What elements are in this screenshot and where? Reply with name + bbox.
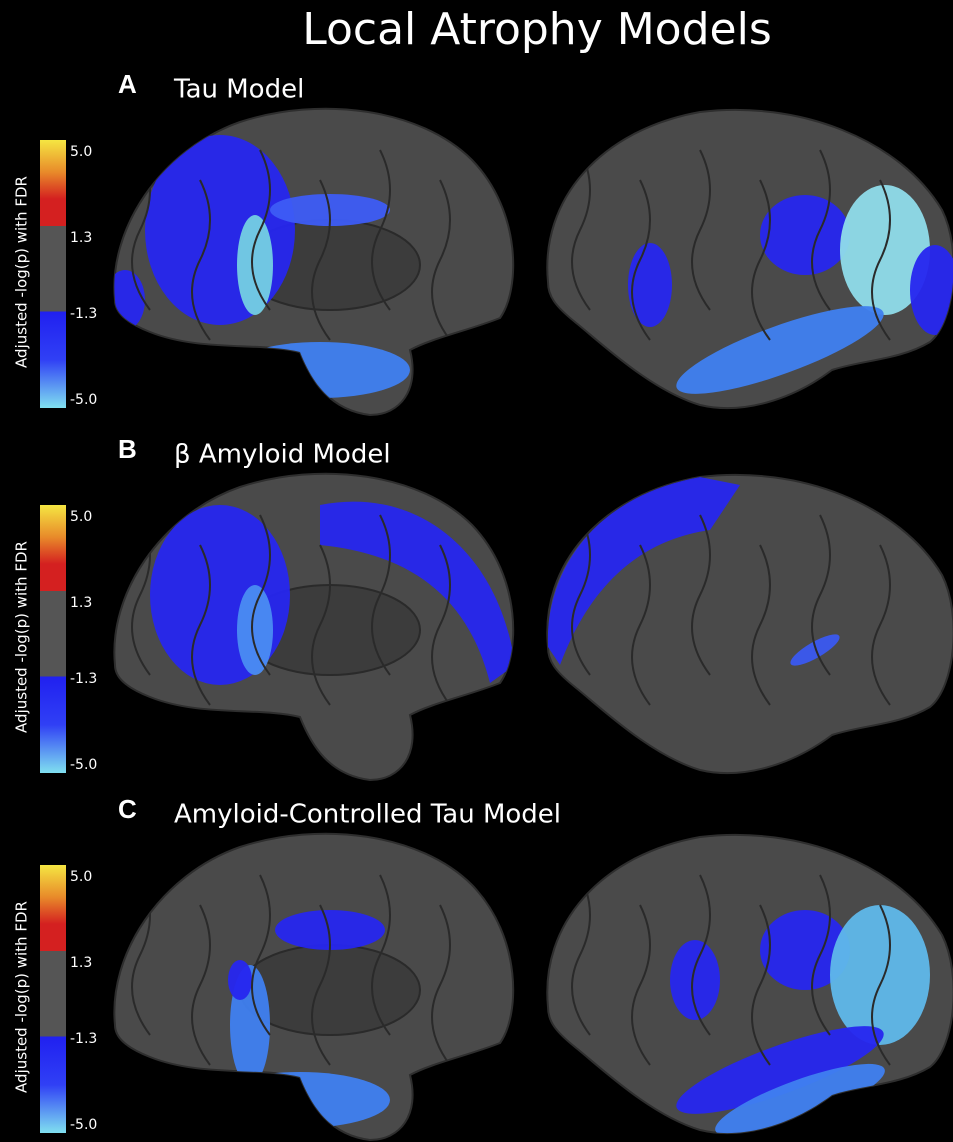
colorbar-tick: 1.3 <box>70 230 92 246</box>
region <box>628 243 672 327</box>
panel-title: Tau Model <box>173 75 304 105</box>
colorbar-tick: 1.3 <box>70 595 92 611</box>
panel-letter: B <box>118 434 137 464</box>
colorbar-tick: -1.3 <box>70 1031 97 1047</box>
figure: Local Atrophy Models A Tau Model 5.0 1.3 -1.… <box>0 0 953 1142</box>
region <box>237 585 273 675</box>
colorbar <box>40 865 66 1133</box>
panel-letter: C <box>118 794 137 824</box>
colorbar-tick: -5.0 <box>70 757 97 773</box>
region <box>830 905 930 1045</box>
colorbar-tick: 5.0 <box>70 144 92 160</box>
region <box>237 215 273 315</box>
colorbar-tick: 1.3 <box>70 955 92 971</box>
region <box>228 960 252 1000</box>
colorbar-tick: -1.3 <box>70 306 97 322</box>
colorbar-tick: -5.0 <box>70 392 97 408</box>
colorbar-tick: 5.0 <box>70 869 92 885</box>
panel-title: β Amyloid Model <box>174 440 391 470</box>
panel-letter: A <box>118 69 137 99</box>
colorbar-label: Adjusted -log(p) with FDR <box>13 541 31 733</box>
colorbar-label: Adjusted -log(p) with FDR <box>13 901 31 1093</box>
region <box>760 195 850 275</box>
figure-title: Local Atrophy Models <box>302 4 772 55</box>
colorbar-label: Adjusted -log(p) with FDR <box>13 176 31 368</box>
colorbar-tick: 5.0 <box>70 509 92 525</box>
colorbar <box>40 140 66 408</box>
panel-title: Amyloid-Controlled Tau Model <box>174 800 561 830</box>
colorbar <box>40 505 66 773</box>
colorbar-tick: -5.0 <box>70 1117 97 1133</box>
colorbar-tick: -1.3 <box>70 671 97 687</box>
